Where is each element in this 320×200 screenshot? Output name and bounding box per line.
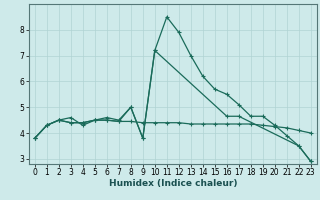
X-axis label: Humidex (Indice chaleur): Humidex (Indice chaleur) xyxy=(108,179,237,188)
